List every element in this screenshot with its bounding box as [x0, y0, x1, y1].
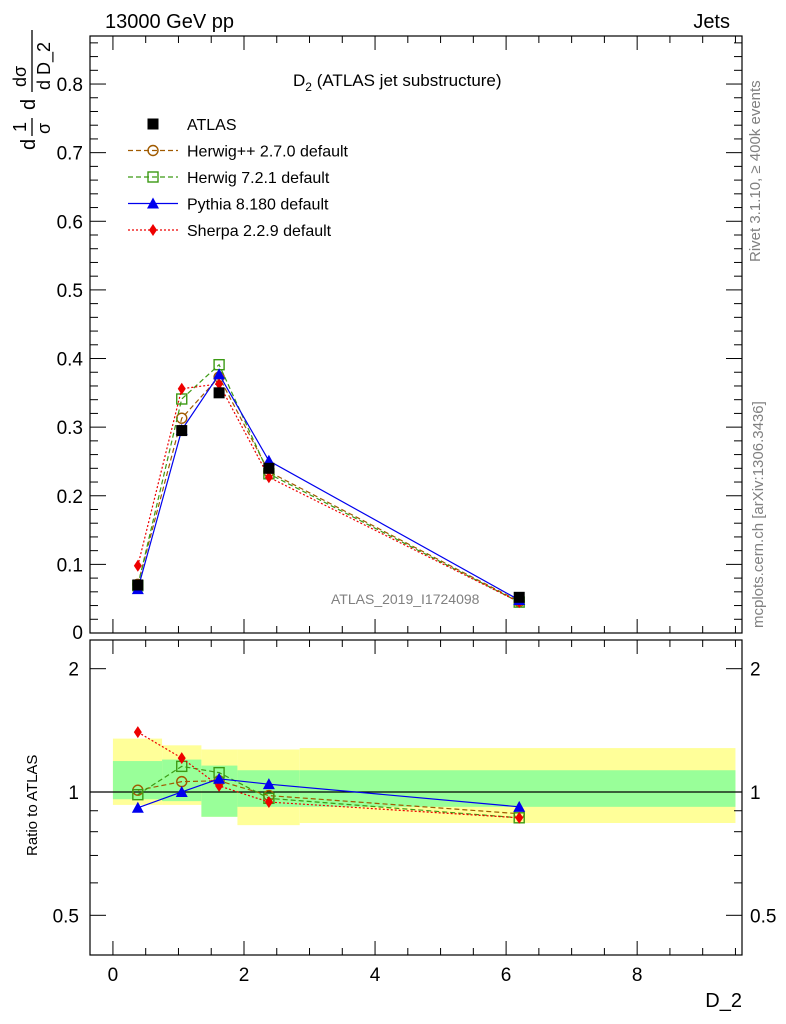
- ratio-xtick-label: 0: [108, 965, 119, 986]
- legend-item-sherpa: Sherpa 2.2.9 default: [128, 223, 332, 240]
- rivet-version: Rivet 3.1.10, ≥ 400k events: [747, 80, 764, 262]
- ratio-ytick-label-left: 1: [68, 783, 79, 804]
- ratio-ytick-label-right: 0.5: [750, 906, 776, 927]
- main-point-sherpa-0: [133, 559, 142, 572]
- main-panel-frame: [89, 35, 743, 634]
- legend-marker-herwig7: [147, 171, 159, 183]
- main-series-atlas: [132, 387, 525, 603]
- main-series-layer: [131, 358, 526, 609]
- svg-text:σ: σ: [34, 123, 54, 134]
- ratio-line-herwig7: [137, 765, 520, 819]
- ratio-xtick-label: 8: [632, 965, 643, 986]
- ratio-point-pythia-4: [513, 800, 526, 812]
- svg-text:1: 1: [10, 122, 30, 132]
- main-y-axis-label: d 1 σ d dσ d D_2: [10, 30, 55, 150]
- svg-text:dσ: dσ: [10, 66, 30, 87]
- ratio-ytick-label-left: 0.5: [53, 906, 79, 927]
- ratio-point-sherpa-1: [177, 752, 186, 765]
- legend-marker-pythia: [147, 197, 159, 209]
- main-series-pythia: [131, 368, 526, 606]
- main-point-atlas-1: [176, 425, 188, 437]
- legend-label-herwig7: Herwig 7.2.1 default: [187, 170, 330, 187]
- main-ytick-label: 0.8: [57, 75, 83, 96]
- legend-label-herwigpp: Herwig++ 2.7.0 default: [187, 144, 349, 161]
- main-point-atlas-3: [263, 462, 275, 474]
- legend-marker-atlas: [147, 118, 159, 130]
- svg-text:d: d: [18, 139, 40, 150]
- analysis-watermark: ATLAS_2019_I1724098: [331, 591, 480, 607]
- main-ytick-label: 0.6: [57, 212, 83, 233]
- legend-item-pythia: Pythia 8.180 default: [128, 197, 329, 214]
- main-point-atlas-2: [213, 387, 225, 399]
- axes-layer: 0.1 0.2 0.3 0.4 0.5 0.6 0.7 0.8 0 0 2 4 6 8 0.5 0.5 1 1 2 2: [53, 35, 776, 986]
- band-inner-4: [299, 770, 736, 807]
- ratio-xtick-label: 4: [370, 965, 381, 986]
- ratio-point-sherpa-0: [133, 726, 142, 739]
- main-point-atlas-4: [513, 591, 525, 603]
- ratio-point-pythia-1: [175, 785, 188, 797]
- main-ytick-label: 0.7: [57, 144, 83, 165]
- main-ytick-label: 0.3: [57, 418, 83, 439]
- header-category: Jets: [693, 11, 730, 33]
- ratio-uncertainty-bands: [90, 738, 742, 826]
- header-process: 13000 GeV pp: [105, 11, 234, 33]
- legend-marker-sherpa: [149, 224, 157, 236]
- ratio-point-sherpa-4: [515, 811, 524, 824]
- main-line-sherpa: [137, 383, 520, 603]
- main-ytick-label: 0.2: [57, 487, 83, 508]
- main-point-atlas-0: [132, 579, 144, 591]
- ratio-panel-frame: [89, 639, 743, 956]
- ratio-point-pythia-3: [262, 778, 275, 790]
- legend: ATLAS Herwig++ 2.7.0 default Herwig 7.2.1 …: [128, 117, 349, 240]
- svg-text:d: d: [18, 99, 40, 110]
- x-axis-label: D_2: [705, 990, 742, 1012]
- ratio-y-axis-label: Ratio to ATLAS: [24, 755, 41, 856]
- legend-item-herwig7: Herwig 7.2.1 default: [128, 170, 330, 187]
- main-ytick-label-zero: 0: [72, 623, 83, 644]
- legend-item-herwigpp: Herwig++ 2.7.0 default: [128, 144, 349, 161]
- legend-label-sherpa: Sherpa 2.2.9 default: [187, 223, 332, 240]
- ratio-ytick-label-left: 2: [68, 660, 79, 681]
- svg-text:d D_2: d D_2: [34, 42, 55, 90]
- main-point-sherpa-1: [177, 382, 186, 395]
- ratio-point-pythia-2: [213, 772, 226, 784]
- main-line-herwig7: [137, 363, 520, 603]
- main-point-sherpa-2: [215, 377, 224, 390]
- main-series-herwigpp: [132, 371, 525, 608]
- main-ytick-label: 0.4: [57, 350, 84, 371]
- ratio-ytick-label-right: 2: [750, 660, 761, 681]
- ratio-series-pythia: [131, 772, 526, 813]
- ratio-point-sherpa-3: [264, 796, 273, 809]
- ratio-point-pythia-0: [131, 801, 144, 813]
- main-point-pythia-2: [213, 368, 226, 380]
- mcplots-reference: mcplots.cern.ch [arXiv:1306.3436]: [750, 401, 767, 628]
- main-plot-title: D2 (ATLAS jet substructure): [293, 71, 502, 94]
- legend-label-pythia: Pythia 8.180 default: [187, 197, 329, 214]
- ratio-point-herwig7-0: [132, 788, 144, 801]
- main-point-sherpa-3: [264, 471, 273, 484]
- ratio-xtick-label: 2: [239, 965, 250, 986]
- main-ytick-label: 0.5: [57, 281, 83, 302]
- ratio-xtick-label: 6: [501, 965, 512, 986]
- legend-item-atlas: ATLAS: [147, 117, 237, 134]
- legend-label-atlas: ATLAS: [187, 117, 237, 134]
- ratio-series-layer: [131, 726, 526, 824]
- main-ytick-label: 0.1: [57, 555, 83, 576]
- main-line-pythia: [137, 373, 520, 601]
- band-inner-0: [112, 761, 163, 800]
- legend-marker-herwigpp: [147, 144, 159, 157]
- ratio-ytick-label-right: 1: [750, 783, 761, 804]
